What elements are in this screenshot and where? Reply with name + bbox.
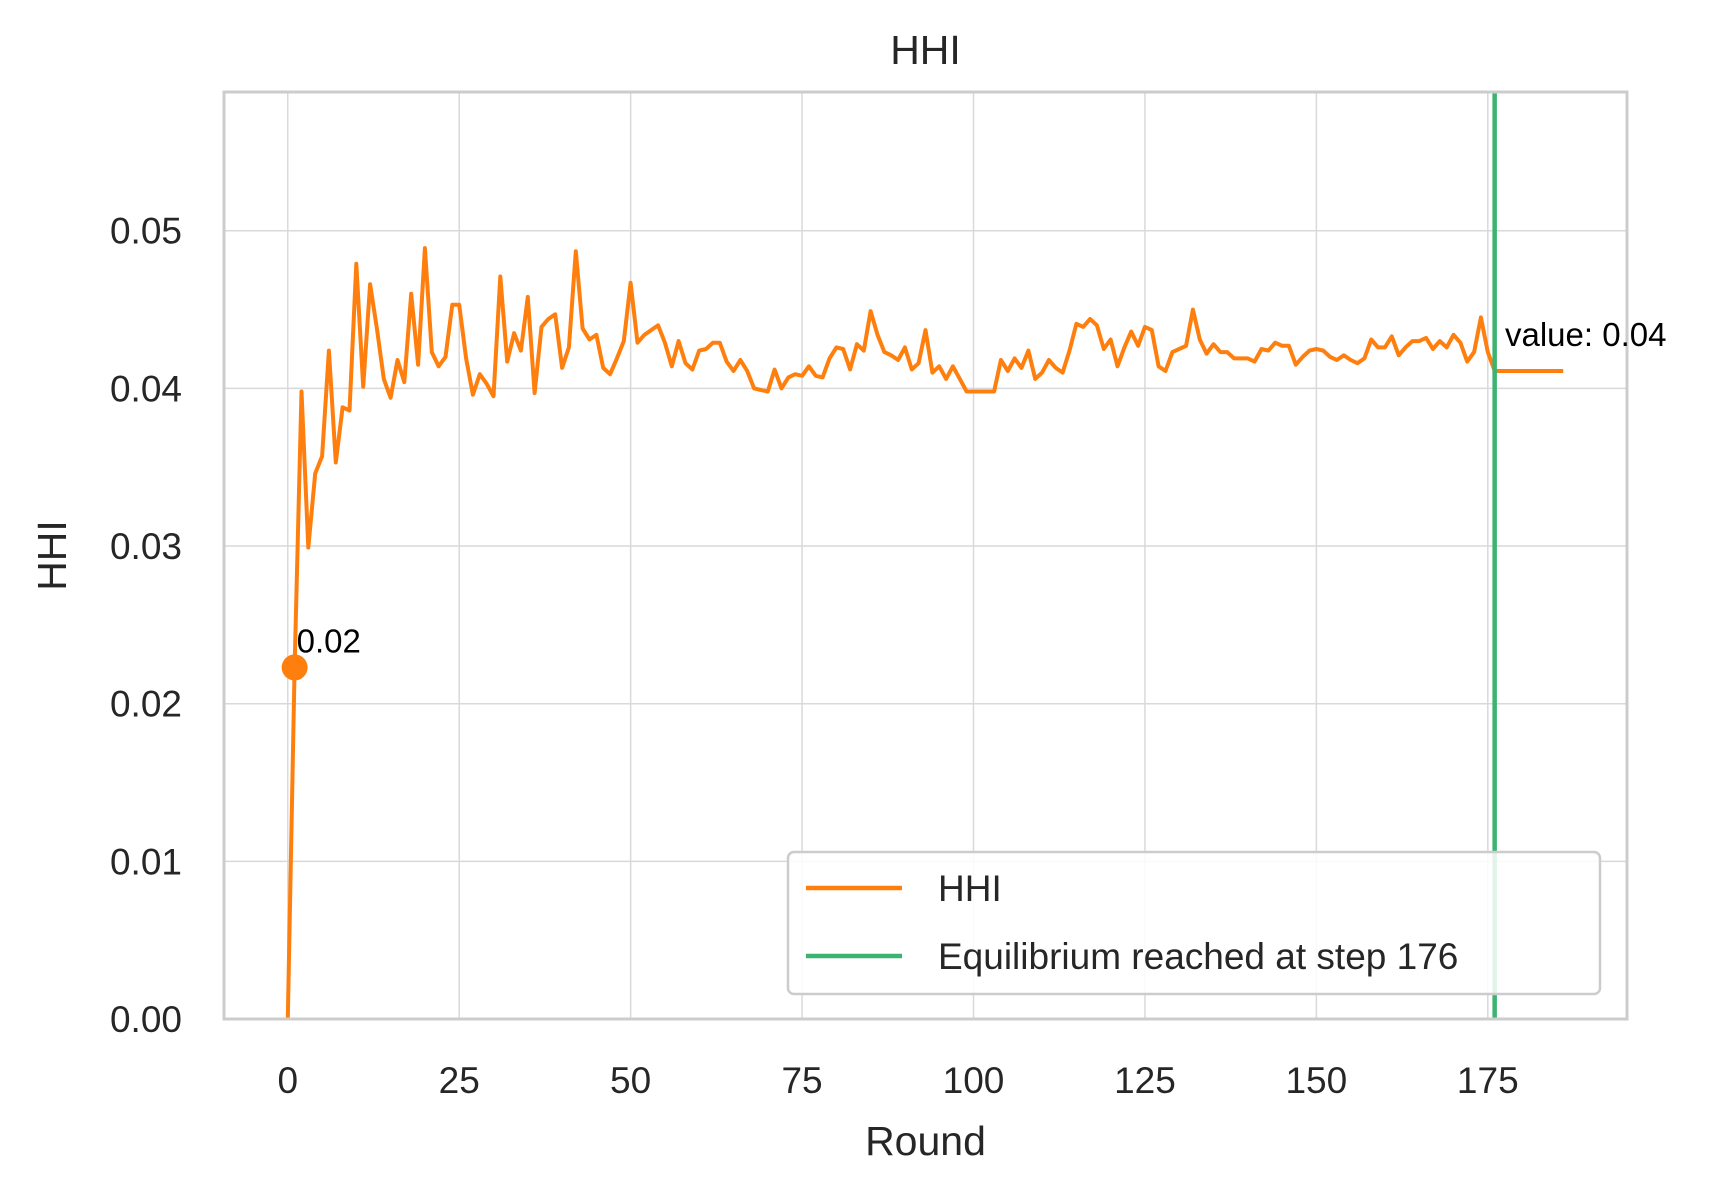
x-tick-label: 75 [781,1060,822,1101]
chart-title: HHI [890,27,961,73]
end-value-annotation: value: 0.04 [1505,316,1666,353]
legend-label: Equilibrium reached at step 176 [938,936,1458,977]
hhi-series-line [285,246,1564,1020]
x-tick-label: 125 [1114,1060,1176,1101]
y-axis-ticks: 0.00 0.01 0.02 0.03 0.04 0.05 [110,211,182,1040]
x-axis-ticks: 0 25 50 75 100 125 150 175 [277,1060,1518,1101]
y-tick-label: 0.02 [110,684,182,725]
x-tick-label: 150 [1285,1060,1347,1101]
x-tick-label: 50 [610,1060,651,1101]
legend: HHI Equilibrium reached at step 176 [786,850,1602,996]
y-tick-label: 0.00 [110,999,182,1040]
annotations: 0.02 value: 0.04 [281,316,1666,681]
grid [224,92,1627,1020]
start-point-marker [281,654,308,681]
x-tick-label: 25 [439,1060,480,1101]
legend-box [786,850,1602,996]
axes-frame [222,90,1629,1021]
start-value-annotation: 0.02 [297,622,361,659]
y-axis-label: HHI [29,520,75,591]
x-tick-label: 175 [1457,1060,1519,1101]
x-axis-label: Round [865,1118,986,1164]
y-tick-label: 0.04 [110,368,182,409]
legend-label: HHI [938,868,1002,909]
y-tick-label: 0.01 [110,841,182,882]
legend-item-hhi: HHI [806,868,1002,909]
x-tick-label: 0 [277,1060,298,1101]
y-tick-label: 0.05 [110,211,182,252]
legend-item-equilibrium: Equilibrium reached at step 176 [806,936,1458,977]
y-tick-label: 0.03 [110,526,182,567]
x-tick-label: 100 [943,1060,1005,1101]
